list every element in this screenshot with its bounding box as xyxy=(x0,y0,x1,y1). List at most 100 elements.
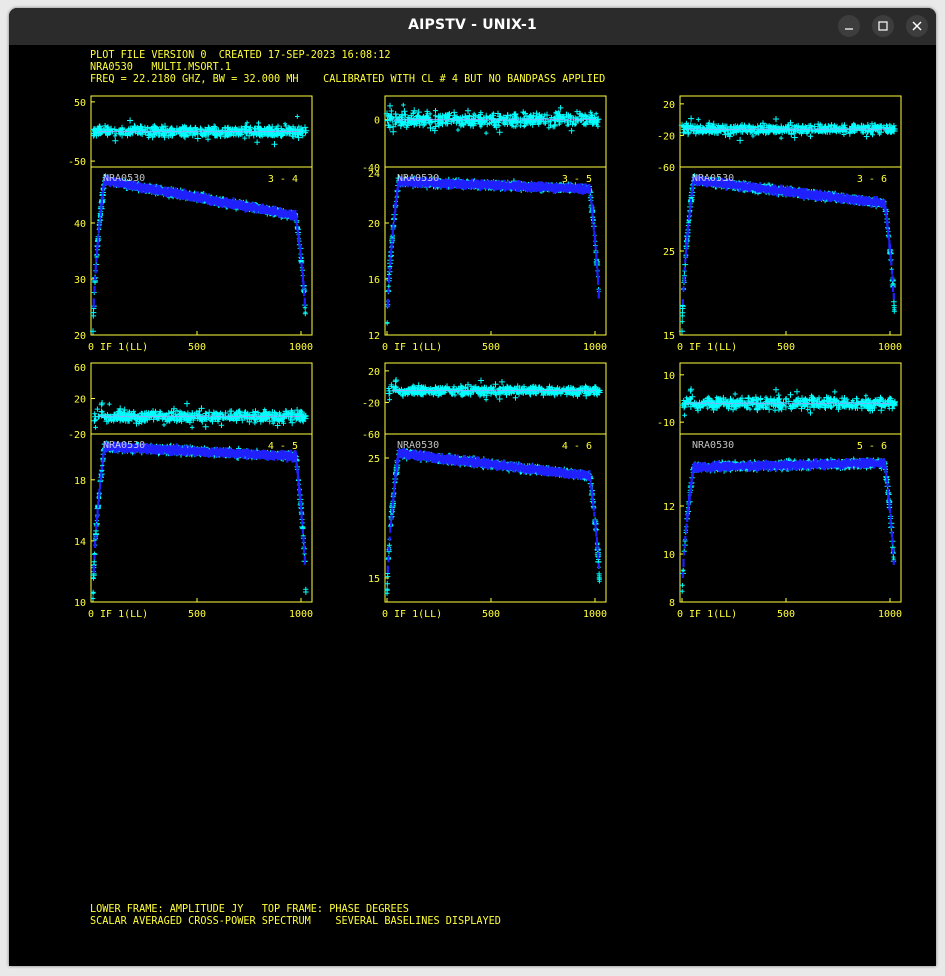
amplitude-tick-label: 25 xyxy=(368,454,380,465)
title-bar[interactable]: AIPSTV - UNIX-1 xyxy=(9,8,936,45)
phase-tick-label: -60 xyxy=(657,163,675,174)
phase-mean-line xyxy=(686,128,891,131)
header-line-1: PLOT FILE VERSION 0 CREATED 17-SEP-2023 … xyxy=(90,50,391,61)
baseline-label: 4 - 6 xyxy=(562,441,592,452)
x-axis-label: 0 IF 1(LL) xyxy=(382,342,442,353)
header-line-2: NRA0530 MULTI.MSORT.1 xyxy=(90,62,232,73)
x-tick-label: 500 xyxy=(777,342,795,353)
amplitude-frame xyxy=(90,166,313,336)
source-label: NRA0530 xyxy=(692,440,734,451)
x-axis-label: 0 IF 1(LL) xyxy=(88,342,148,353)
phase-tick-label: -60 xyxy=(362,430,380,441)
phase-points xyxy=(90,114,310,148)
amplitude-tick-label: 15 xyxy=(663,331,675,342)
amplitude-frame xyxy=(384,433,607,603)
amplitude-average xyxy=(92,441,306,573)
phase-tick-label: -20 xyxy=(657,131,675,142)
amplitude-tick-label: 15 xyxy=(368,574,380,585)
phase-tick-label: -50 xyxy=(68,157,86,168)
phase-tick-label: 60 xyxy=(74,363,86,374)
phase-mean-line xyxy=(97,414,302,418)
source-label: NRA0530 xyxy=(103,440,145,451)
x-tick-label: 1000 xyxy=(878,342,902,353)
baseline-label: 5 - 6 xyxy=(857,441,887,452)
phase-mean-line xyxy=(686,402,891,405)
phase-frame xyxy=(679,362,902,435)
amplitude-tick-label: 12 xyxy=(368,331,380,342)
amplitude-frame xyxy=(90,433,313,603)
phase-mean-line xyxy=(391,389,596,392)
amplitude-average xyxy=(386,447,600,574)
x-tick-label: 500 xyxy=(188,342,206,353)
x-tick-label: 1000 xyxy=(289,609,313,620)
close-icon xyxy=(912,21,922,31)
x-tick-label: 1000 xyxy=(583,609,607,620)
x-tick-label: 500 xyxy=(482,342,500,353)
aipstv-window: AIPSTV - UNIX-1 PLOT FILE VERSION 0 CREA… xyxy=(9,8,936,966)
footer-line-1: LOWER FRAME: AMPLITUDE JY TOP FRAME: PHA… xyxy=(90,904,409,915)
amplitude-frame xyxy=(679,433,902,603)
x-tick-label: 1000 xyxy=(583,342,607,353)
amplitude-points xyxy=(680,456,897,594)
header-line-3: FREQ = 22.2180 GHZ, BW = 32.000 MH CALIB… xyxy=(90,74,606,85)
baseline-label: 3 - 5 xyxy=(562,174,592,185)
x-axis-label: 0 IF 1(LL) xyxy=(677,342,737,353)
amplitude-points xyxy=(384,175,601,326)
maximize-icon xyxy=(878,21,888,31)
phase-frame xyxy=(384,95,607,168)
x-tick-label: 500 xyxy=(482,609,500,620)
phase-tick-label: 20 xyxy=(663,100,675,111)
amplitude-average xyxy=(92,175,306,308)
baseline-label: 4 - 5 xyxy=(268,441,298,452)
x-axis-label: 0 IF 1(LL) xyxy=(382,609,442,620)
source-label: NRA0530 xyxy=(397,440,439,451)
amplitude-average xyxy=(386,176,600,308)
footer-line-2: SCALAR AVERAGED CROSS-POWER SPECTRUM SEV… xyxy=(90,916,501,927)
source-label: NRA0530 xyxy=(692,173,734,184)
phase-mean-line xyxy=(97,130,302,133)
x-axis-label: 0 IF 1(LL) xyxy=(88,609,148,620)
phase-tick-label: -40 xyxy=(362,163,380,174)
minimize-icon xyxy=(845,28,853,30)
phase-tick-label: 0 xyxy=(374,116,380,127)
amplitude-tick-label: 40 xyxy=(74,219,86,230)
baseline-panel-5-6: 10 -10 12 10 80 IF 1(LL) 500 1000 NRA0530 5 - 6 xyxy=(657,362,902,620)
amplitude-tick-label: 16 xyxy=(368,275,380,286)
source-label: NRA0530 xyxy=(103,173,145,184)
amplitude-tick-label: 8 xyxy=(669,598,675,609)
source-label: NRA0530 xyxy=(397,173,439,184)
amplitude-average xyxy=(681,457,895,578)
x-tick-label: 1000 xyxy=(878,609,902,620)
phase-points xyxy=(679,386,898,418)
amplitude-tick-label: 20 xyxy=(74,331,86,342)
amplitude-tick-label: 18 xyxy=(74,476,86,487)
phase-points xyxy=(91,400,309,430)
amplitude-tick-label: 20 xyxy=(368,219,380,230)
maximize-button[interactable] xyxy=(872,15,894,37)
close-button[interactable] xyxy=(906,15,928,37)
baseline-panel-3-4: 50 -50 40 30 200 IF 1(LL) 500 1000 NRA0530 3 - 4 xyxy=(68,95,313,353)
amplitude-tick-label: 12 xyxy=(663,502,675,513)
phase-points xyxy=(385,377,603,403)
baseline-label: 3 - 4 xyxy=(268,174,298,185)
minimize-button[interactable] xyxy=(838,15,860,37)
phase-tick-label: 50 xyxy=(74,98,86,109)
phase-tick-label: 20 xyxy=(74,395,86,406)
amplitude-tick-label: 10 xyxy=(663,550,675,561)
phase-mean-line xyxy=(391,118,596,121)
amplitude-points xyxy=(90,440,309,601)
x-tick-label: 1000 xyxy=(289,342,313,353)
phase-tick-label: 10 xyxy=(663,371,675,382)
amplitude-tick-label: 30 xyxy=(74,275,86,286)
amplitude-frame xyxy=(384,166,607,336)
amplitude-tick-label: 10 xyxy=(74,598,86,609)
amplitude-tick-label: 14 xyxy=(74,537,86,548)
window-title: AIPSTV - UNIX-1 xyxy=(408,17,537,33)
baseline-panel-3-6: 20 -20 -60 25 150 IF 1(LL) 500 1000 NRA0530 3 - … xyxy=(657,95,902,353)
x-tick-label: 500 xyxy=(188,609,206,620)
plot-canvas[interactable]: PLOT FILE VERSION 0 CREATED 17-SEP-2023 … xyxy=(9,45,936,966)
phase-frame xyxy=(90,362,313,435)
amplitude-average xyxy=(681,175,895,305)
phase-frame xyxy=(384,362,607,435)
phase-tick-label: -20 xyxy=(68,430,86,441)
